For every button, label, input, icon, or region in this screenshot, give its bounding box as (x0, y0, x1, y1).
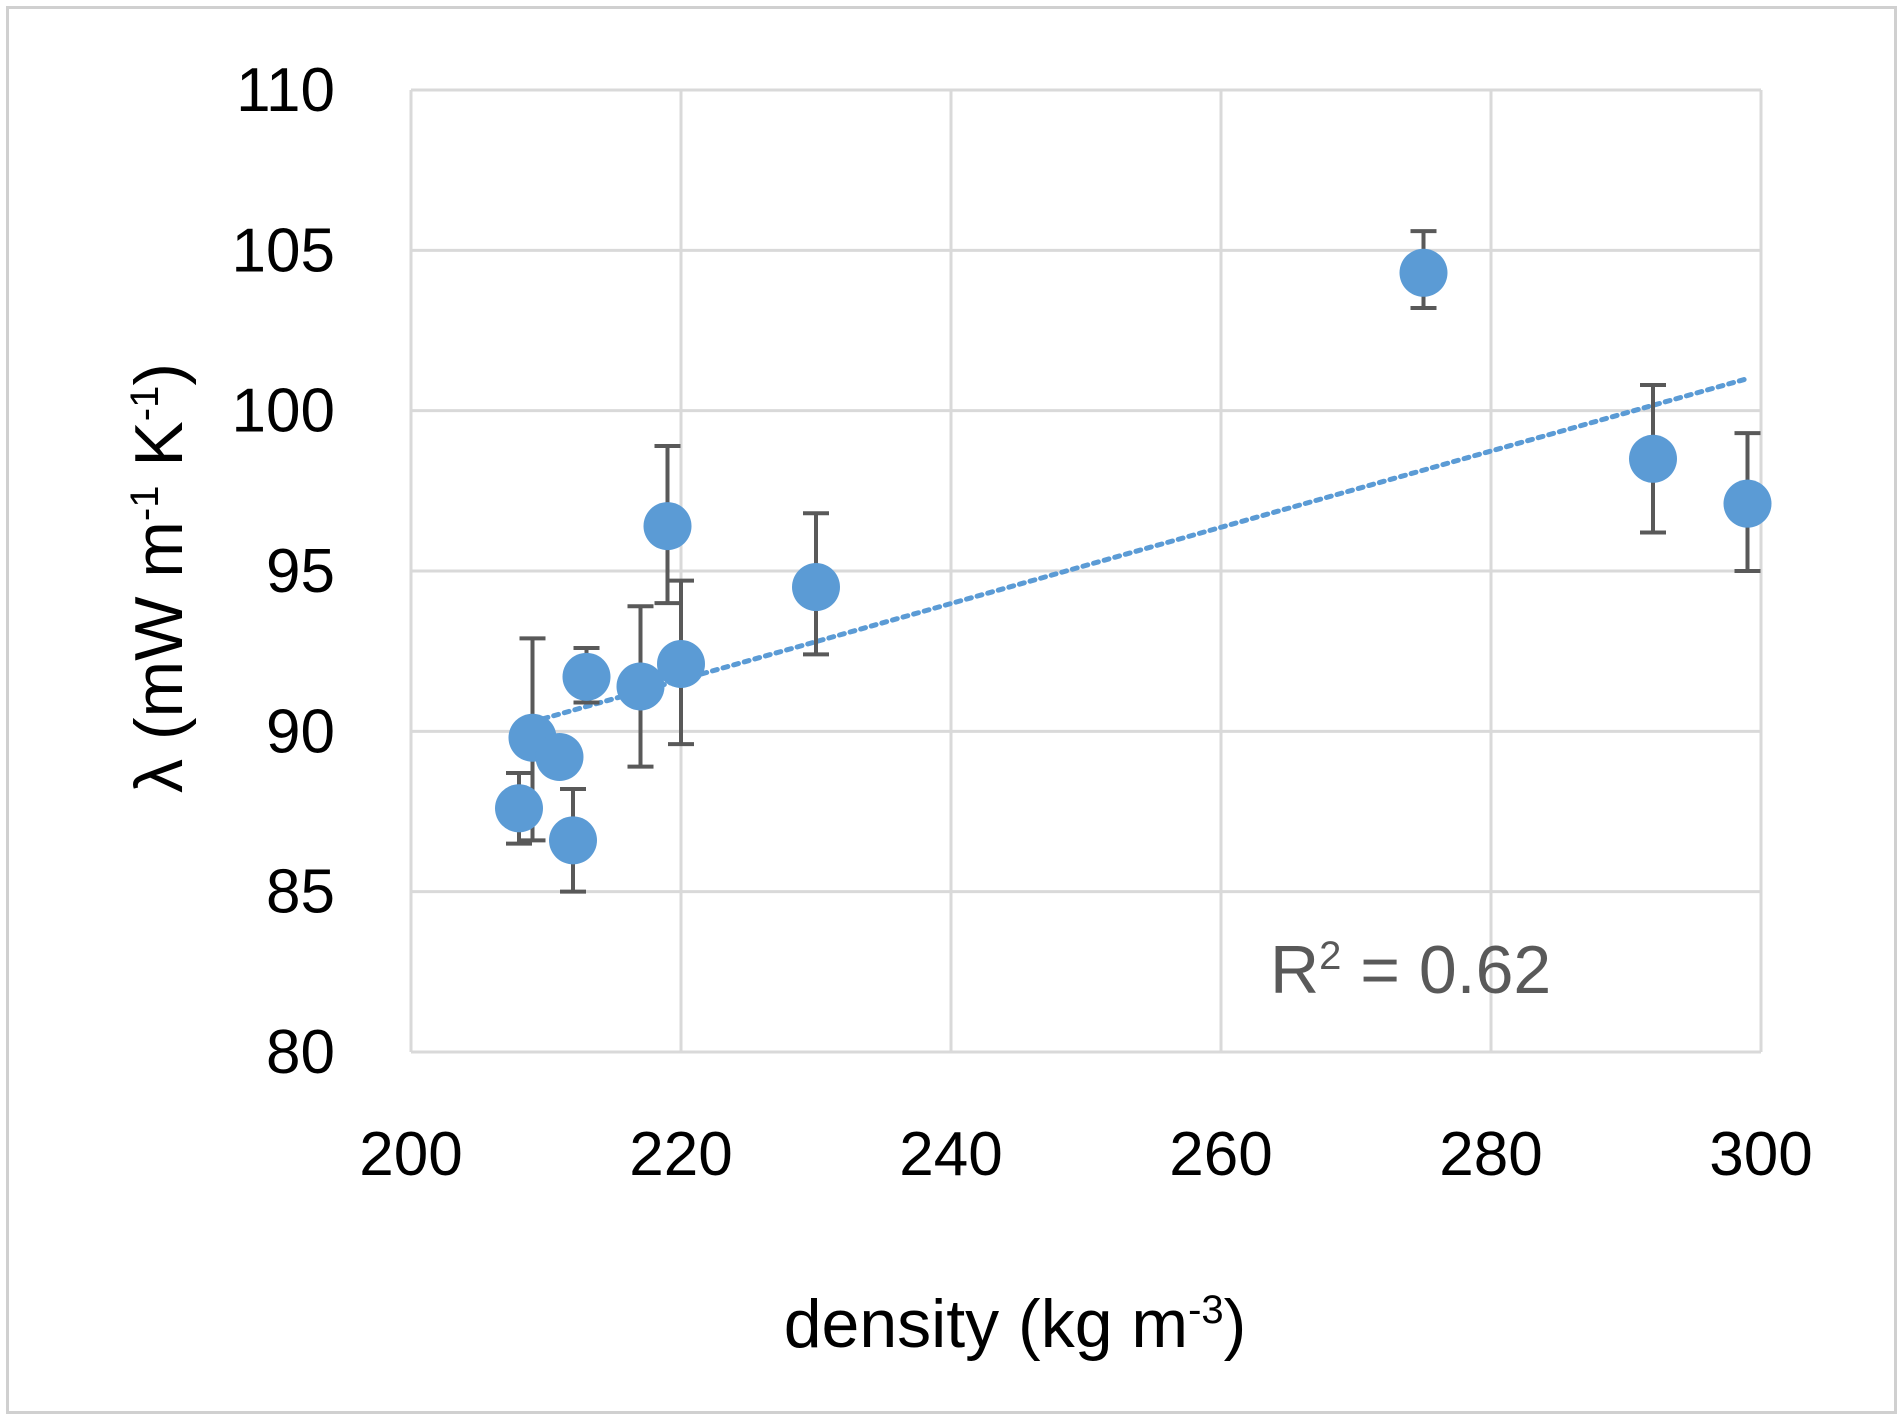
y-tick-label: 85 (266, 858, 335, 927)
data-point (495, 784, 543, 833)
y-tick-label: 105 (232, 216, 335, 285)
data-point (657, 639, 705, 688)
linear-trendline (530, 376, 1750, 725)
x-axis-title: density (kg m-3) (784, 1286, 1247, 1362)
data-point (792, 563, 840, 612)
data-point (616, 662, 665, 711)
x-tick-label: 260 (1169, 1120, 1272, 1189)
x-tick-label: 200 (359, 1120, 462, 1189)
y-tick-label: 110 (236, 56, 335, 125)
y-tick-label: 95 (266, 537, 335, 606)
x-tick-label: 240 (899, 1120, 1002, 1189)
x-tick-label: 220 (629, 1120, 732, 1189)
y-axis-title: λ (mW m-1 K-1) (121, 363, 197, 793)
y-tick-label: 100 (232, 377, 335, 446)
x-tick-label: 280 (1439, 1120, 1542, 1189)
data-point (549, 816, 597, 865)
point-layer (495, 248, 1772, 865)
tick-label-layer: 80 85 90 95 100 105 110 200 220 240 260 280 300 (232, 56, 1813, 1189)
errorbar-layer (506, 229, 1761, 894)
data-point (562, 652, 611, 701)
x-tick-label: 300 (1709, 1120, 1812, 1189)
data-point (535, 732, 584, 781)
r-squared-annotation: R2 = 0.62 (1270, 932, 1551, 1008)
data-point (643, 502, 692, 551)
grid-layer (409, 88, 1763, 1054)
trendline-layer (530, 376, 1750, 725)
data-point (1399, 248, 1448, 297)
data-point (1629, 434, 1677, 483)
y-tick-label: 90 (266, 697, 335, 766)
y-tick-label: 80 (266, 1018, 335, 1087)
data-point (1723, 479, 1772, 528)
